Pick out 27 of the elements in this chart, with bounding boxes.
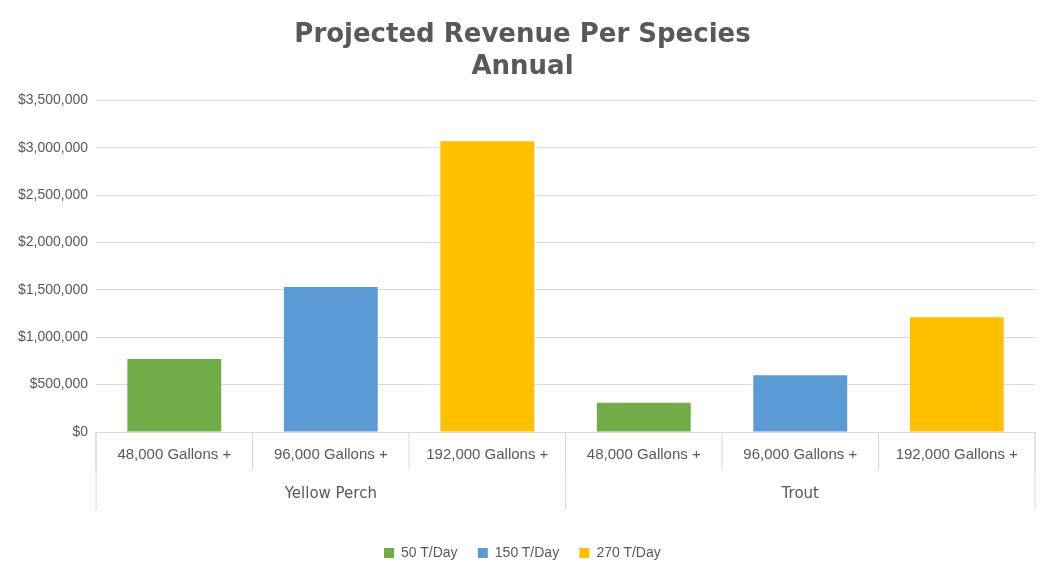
x-tick-label: 192,000 Gallons +	[426, 445, 549, 463]
y-tick-label: $2,000,000	[17, 233, 89, 250]
y-tick-label: $2,500,000	[17, 186, 89, 202]
y-tick-label: $3,000,000	[17, 138, 89, 155]
text: Trout	[780, 483, 820, 502]
bar	[596, 402, 691, 432]
x-tick-label: 48,000 Gallons +	[117, 445, 232, 463]
bar	[440, 141, 535, 432]
chart-title: Projected Revenue Per Species	[294, 18, 751, 49]
x-tick-label: 192,000 Gallons +	[895, 445, 1019, 463]
chart-subtitle: Annual	[471, 49, 574, 80]
legend-label: 150 T/Day	[494, 543, 560, 560]
bar	[909, 317, 1004, 432]
bar	[283, 287, 378, 432]
y-tick-label: $500,000	[29, 375, 89, 392]
x-tick-label: 96,000 Gallons +	[743, 445, 858, 463]
bar	[753, 375, 848, 432]
y-tick-label: $1,500,000	[17, 280, 89, 297]
text: Yellow Perch	[283, 483, 377, 502]
bar	[127, 359, 222, 432]
x-tick-label: 48,000 Gallons +	[586, 445, 701, 463]
x-tick-label: 96,000 Gallons +	[273, 445, 388, 463]
y-tick-label: $3,500,000	[17, 91, 89, 108]
y-tick-label: $0	[72, 422, 89, 439]
legend-label: 50 T/Day	[401, 543, 458, 560]
y-tick-label: $1,000,000	[17, 328, 89, 345]
legend-label: 270 T/Day	[596, 543, 661, 560]
